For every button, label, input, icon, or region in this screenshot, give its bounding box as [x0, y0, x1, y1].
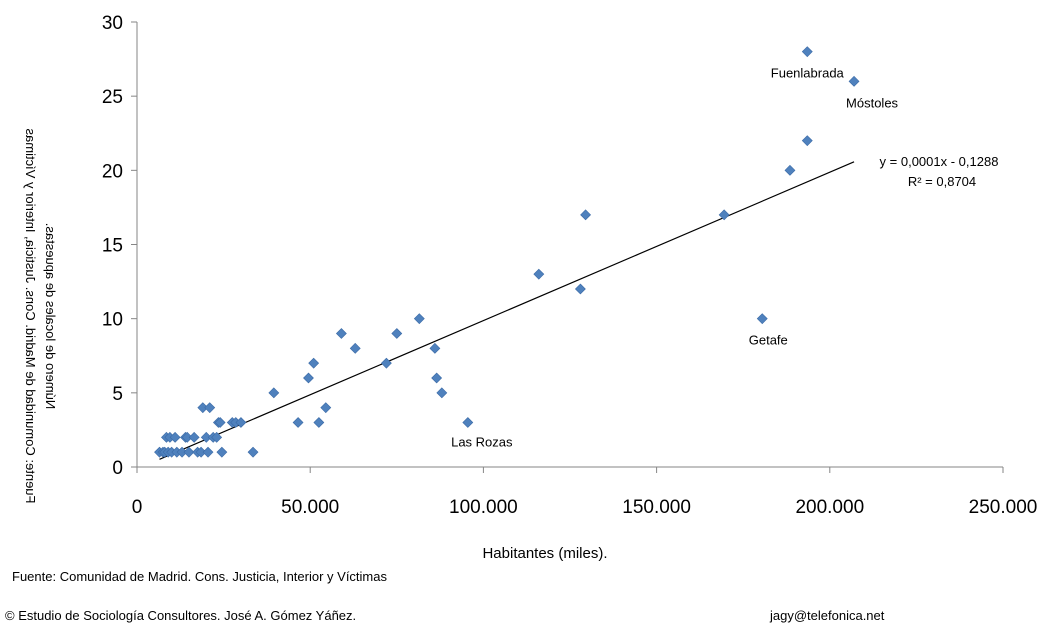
data-point [391, 328, 403, 339]
scatter-chart: 0 5 10 15 20 25 30 0 50.000 100.000 150.000 200.00… [23, 13, 1038, 562]
y-tick-label: 10 [102, 310, 123, 331]
y-tick-label: 25 [102, 87, 123, 108]
point-label: Móstoles [846, 95, 899, 110]
y-tick-label: 30 [102, 13, 123, 34]
y-tick-label: 15 [102, 236, 123, 257]
y-tick-label: 5 [112, 384, 123, 405]
data-point [429, 342, 441, 354]
data-point [349, 342, 361, 354]
data-point [214, 417, 226, 428]
data-point [188, 431, 200, 443]
trendline-r2: R² = 0,8704 [908, 174, 976, 189]
y-ticks: 0 5 10 15 20 25 30 [102, 13, 137, 479]
x-tick-label: 200.000 [795, 497, 864, 518]
data-point [580, 209, 592, 221]
data-point [169, 431, 181, 443]
data-point [303, 372, 314, 384]
x-ticks: 0 50.000 100.000 150.000 200.000 250.000 [132, 467, 1038, 518]
x-tick-label: 250.000 [969, 497, 1038, 518]
data-point [292, 417, 304, 428]
data-point [320, 402, 332, 414]
data-point [801, 46, 813, 58]
x-tick-label: 50.000 [281, 497, 339, 518]
data-point [574, 283, 586, 295]
trendline-group [159, 161, 855, 460]
data-point [718, 209, 730, 221]
y-axis-title: Número de locales de apuestas. [43, 223, 58, 409]
x-axis-title: Habitantes (miles). [482, 545, 607, 562]
data-point [216, 446, 228, 458]
data-points [154, 46, 860, 458]
data-point [380, 357, 392, 369]
data-point [204, 402, 216, 414]
data-point [335, 328, 347, 339]
data-point [413, 313, 425, 325]
trendline-equation: y = 0,0001x - 0,1288 [880, 154, 999, 169]
trendline [159, 161, 855, 460]
data-point [462, 417, 474, 428]
y-tick-label: 20 [102, 161, 123, 182]
data-point [431, 372, 443, 384]
y-axis-label-block: Número de locales de apuestas. Fuente: C… [23, 128, 58, 503]
footer-source: Fuente: Comunidad de Madrid. Cons. Justi… [12, 569, 387, 584]
data-point [211, 431, 223, 443]
axes [136, 22, 1003, 468]
data-point [756, 313, 768, 325]
footer-email: jagy@telefonica.net [770, 608, 885, 623]
data-point [268, 387, 280, 399]
data-point [247, 446, 259, 458]
data-point [202, 446, 214, 458]
y-axis-source: Fuente: Comunidad de Madrid. Cons. Justi… [23, 128, 38, 503]
data-point [801, 135, 813, 147]
y-tick-label: 0 [112, 458, 123, 479]
x-tick-label: 0 [132, 497, 143, 518]
footer-copyright: © Estudio de Sociología Consultores. Jos… [5, 608, 357, 623]
data-point [235, 417, 247, 428]
data-point [436, 387, 448, 399]
point-label: Las Rozas [451, 435, 513, 450]
data-point [183, 446, 195, 458]
data-point [533, 268, 545, 280]
point-label: Getafe [749, 333, 788, 348]
data-point [784, 164, 796, 176]
x-tick-label: 100.000 [449, 497, 518, 518]
data-point [848, 75, 860, 87]
data-point [313, 417, 325, 428]
point-label: Fuenlabrada [771, 66, 845, 81]
x-tick-label: 150.000 [622, 497, 691, 518]
data-point [308, 357, 320, 369]
